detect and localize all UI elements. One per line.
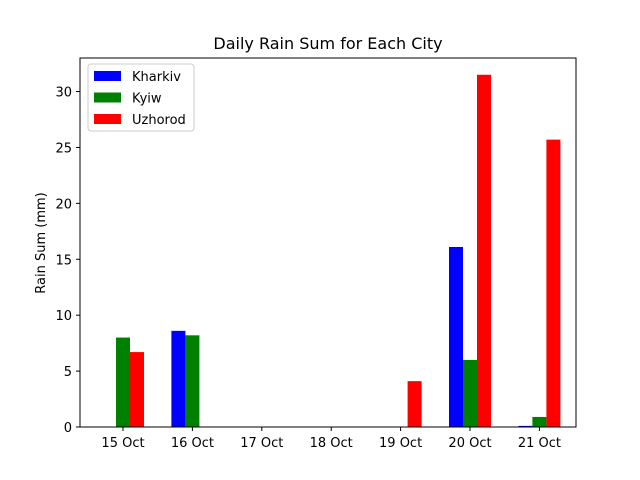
x-tick-label: 15 Oct bbox=[101, 436, 144, 451]
x-axis-ticks: 15 Oct 16 Oct 17 Oct 18 Oct 19 Oct 20 Oct 21 O… bbox=[101, 427, 561, 451]
legend-swatch-kyiw bbox=[94, 92, 121, 103]
legend-swatch-kharkiv bbox=[94, 71, 121, 81]
bar-kyiw-6 bbox=[532, 416, 547, 427]
bar-kyiw-0 bbox=[116, 337, 130, 427]
y-tick-label: 25 bbox=[55, 141, 72, 156]
y-tick-label: 5 bbox=[64, 365, 72, 380]
bar-kharkiv-1 bbox=[171, 330, 186, 427]
x-tick-label: 17 Oct bbox=[240, 436, 283, 451]
y-tick-label: 0 bbox=[64, 421, 72, 436]
bars-group bbox=[116, 74, 561, 428]
y-axis-label: Rain Sum (mm) bbox=[34, 192, 49, 293]
y-tick-label: 10 bbox=[55, 309, 72, 324]
legend-swatch-uzhorod bbox=[94, 114, 121, 124]
bar-uzhorod-6 bbox=[546, 139, 561, 427]
bar-uzhorod-5 bbox=[477, 74, 491, 428]
bar-uzhorod-0 bbox=[130, 352, 144, 427]
plot-area-frame bbox=[79, 57, 577, 428]
chart-title: Daily Rain Sum for Each City bbox=[213, 34, 442, 53]
y-tick-label: 30 bbox=[55, 86, 72, 101]
x-tick-label: 18 Oct bbox=[310, 436, 353, 451]
x-tick-label: 20 Oct bbox=[448, 436, 491, 451]
bar-kharkiv-6 bbox=[518, 425, 533, 427]
bar-uzhorod-4 bbox=[407, 381, 422, 427]
legend-label-uzhorod: Uzhorod bbox=[132, 113, 186, 128]
legend-label-kyiw: Kyiw bbox=[132, 92, 162, 107]
bar-kharkiv-5 bbox=[449, 246, 463, 427]
y-tick-label: 20 bbox=[55, 197, 72, 212]
y-tick-label: 15 bbox=[55, 253, 72, 268]
bar-kyiw-1 bbox=[185, 335, 200, 427]
x-tick-label: 19 Oct bbox=[379, 436, 422, 451]
bar-kyiw-5 bbox=[463, 359, 477, 427]
legend: Kharkiv Kyiw Uzhorod bbox=[87, 63, 195, 132]
x-tick-label: 21 Oct bbox=[518, 436, 561, 451]
x-tick-label: 16 Oct bbox=[171, 436, 214, 451]
legend-label-kharkiv: Kharkiv bbox=[132, 70, 181, 85]
y-axis-ticks: 0 5 10 15 20 25 30 bbox=[55, 86, 80, 436]
